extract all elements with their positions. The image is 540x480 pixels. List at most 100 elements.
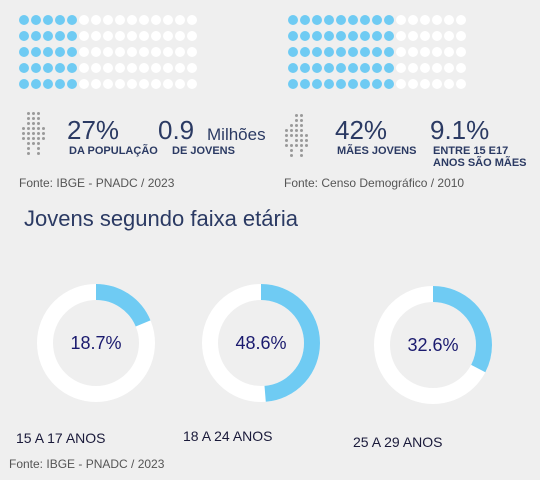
waffle-dot-empty — [444, 63, 454, 73]
waffle-dot-empty — [396, 63, 406, 73]
waffle-dot-filled — [19, 79, 29, 89]
waffle-dot-empty — [127, 47, 137, 57]
waffle-dot-empty — [187, 47, 197, 57]
waffle-dot-filled — [336, 15, 346, 25]
waffle-dot-filled — [336, 31, 346, 41]
waffle-dot-empty — [420, 31, 430, 41]
waffle-dot-empty — [91, 47, 101, 57]
youth-count: 0.9 — [158, 115, 195, 145]
waffle-dot-filled — [312, 47, 322, 57]
waffle-dot-empty — [420, 79, 430, 89]
donut-value-label: 18.7% — [70, 333, 121, 353]
waffle-dot-empty — [115, 15, 125, 25]
waffle-dot-filled — [348, 47, 358, 57]
waffle-dot-empty — [91, 79, 101, 89]
waffle-dot-filled — [372, 15, 382, 25]
teen-mothers-percent: 9.1% — [430, 115, 490, 145]
person-icon — [22, 112, 45, 155]
waffle-dot-empty — [103, 79, 113, 89]
waffle-dot-empty — [91, 31, 101, 41]
waffle-dot-empty — [444, 47, 454, 57]
footer-source: Fonte: IBGE - PNADC / 2023 — [9, 457, 165, 471]
waffle-dot-empty — [456, 15, 466, 25]
waffle-dot-filled — [55, 79, 65, 89]
waffle-dot-empty — [408, 31, 418, 41]
waffle-dot-empty — [79, 79, 89, 89]
waffle-dot-filled — [312, 15, 322, 25]
waffle-dot-empty — [432, 47, 442, 57]
waffle-dot-filled — [43, 47, 53, 57]
waffle-dot-filled — [384, 31, 394, 41]
waffle-dot-empty — [151, 31, 161, 41]
waffle-dot-filled — [384, 47, 394, 57]
waffle-dot-filled — [43, 31, 53, 41]
waffle-dot-empty — [175, 31, 185, 41]
waffle-dot-filled — [55, 15, 65, 25]
waffle-dot-empty — [420, 47, 430, 57]
waffle-dot-empty — [187, 79, 197, 89]
waffle-dot-empty — [396, 47, 406, 57]
waffle-dot-empty — [163, 63, 173, 73]
waffle-dot-empty — [127, 31, 137, 41]
waffle-dot-filled — [336, 47, 346, 57]
waffle-dot-empty — [408, 63, 418, 73]
waffle-dot-empty — [115, 31, 125, 41]
waffle-dot-filled — [288, 79, 298, 89]
waffle-dot-empty — [408, 79, 418, 89]
waffle-dot-filled — [384, 79, 394, 89]
waffle-dot-empty — [396, 31, 406, 41]
waffle-dot-filled — [31, 15, 41, 25]
waffle-dot-empty — [396, 79, 406, 89]
waffle-dot-empty — [396, 15, 406, 25]
waffle-dot-empty — [151, 63, 161, 73]
waffle-dot-empty — [151, 79, 161, 89]
waffle-dot-filled — [300, 79, 310, 89]
waffle-dot-filled — [360, 79, 370, 89]
waffle-dot-filled — [288, 15, 298, 25]
waffle-dot-empty — [408, 47, 418, 57]
waffle-dot-empty — [139, 47, 149, 57]
waffle-dot-filled — [372, 31, 382, 41]
population-percent: 27% — [67, 115, 120, 145]
mother-child-icon — [285, 114, 308, 157]
waffle-dot-empty — [103, 47, 113, 57]
waffle-mothers — [288, 15, 466, 89]
waffle-dot-empty — [444, 15, 454, 25]
waffle-dot-empty — [408, 15, 418, 25]
waffle-dot-empty — [127, 79, 137, 89]
waffle-dot-empty — [456, 63, 466, 73]
waffle-dot-empty — [420, 15, 430, 25]
waffle-dot-empty — [456, 79, 466, 89]
young-mothers-percent: 42% — [335, 115, 388, 145]
waffle-dot-filled — [55, 47, 65, 57]
waffle-dot-filled — [360, 63, 370, 73]
waffle-dot-filled — [324, 63, 334, 73]
waffle-dot-empty — [187, 63, 197, 73]
waffle-dot-filled — [372, 63, 382, 73]
waffle-dot-empty — [163, 47, 173, 57]
waffle-population — [19, 15, 197, 89]
waffle-dot-filled — [67, 15, 77, 25]
waffle-dot-empty — [175, 15, 185, 25]
youth-count-caption: DE JOVENS — [172, 145, 235, 157]
waffle-dot-empty — [91, 63, 101, 73]
waffle-dot-filled — [324, 79, 334, 89]
waffle-dot-filled — [67, 79, 77, 89]
donut-segment — [37, 284, 155, 402]
waffle-dot-empty — [139, 15, 149, 25]
waffle-dot-filled — [348, 63, 358, 73]
waffle-dot-filled — [67, 63, 77, 73]
waffle-dot-empty — [79, 15, 89, 25]
waffle-dot-empty — [163, 79, 173, 89]
waffle-dot-empty — [432, 63, 442, 73]
waffle-dot-filled — [384, 15, 394, 25]
waffle-dot-filled — [31, 79, 41, 89]
waffle-dot-empty — [151, 15, 161, 25]
waffle-dot-empty — [79, 47, 89, 57]
waffle-dot-filled — [43, 15, 53, 25]
waffle-dot-filled — [360, 31, 370, 41]
waffle-dot-empty — [115, 79, 125, 89]
waffle-dot-empty — [187, 15, 197, 25]
waffle-dot-filled — [67, 47, 77, 57]
